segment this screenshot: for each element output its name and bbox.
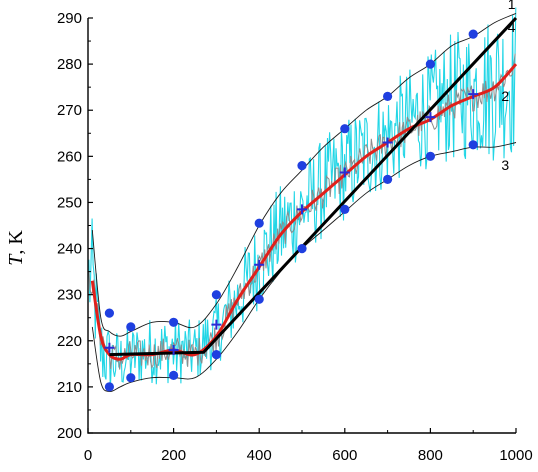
dot-marker (340, 204, 350, 214)
x-tick-label: 200 (161, 447, 186, 464)
dot-marker (211, 290, 221, 300)
axis-lines (87, 18, 516, 434)
dot-marker (104, 382, 114, 392)
dot-marker (425, 151, 435, 161)
plus-marker (425, 112, 436, 123)
marker-layer (104, 29, 479, 392)
y-tick-label: 230 (57, 287, 82, 304)
y-tick-label: 210 (57, 379, 82, 396)
x-tick-label: 400 (247, 447, 272, 464)
noise-band-layer (88, 7, 517, 391)
cyan-noise-band (88, 7, 517, 391)
y-tick-label: 280 (57, 56, 82, 73)
y-tick-label: 290 (57, 10, 82, 27)
plus-marker (104, 342, 115, 353)
y-tick-label: 260 (57, 148, 82, 165)
y-tick-label: 240 (57, 241, 82, 258)
dot-marker (383, 174, 393, 184)
curve-label-4: 4 (508, 19, 516, 35)
curve-label-3: 3 (501, 157, 509, 173)
dot-marker (254, 218, 264, 228)
y-tick-label: 220 (57, 333, 82, 350)
dot-marker (169, 370, 179, 380)
y-tick-label: 250 (57, 194, 82, 211)
plus-marker (297, 204, 307, 215)
dot-marker (340, 124, 350, 134)
dot-marker (254, 294, 264, 304)
dot-marker (104, 308, 114, 318)
y-axis-title-unit: , K (5, 230, 27, 255)
series-line-4 (109, 16, 518, 357)
dot-marker (169, 317, 179, 327)
plus-marker (382, 137, 393, 148)
x-tick-label: 1000 (499, 447, 532, 464)
x-tick-label: 800 (418, 447, 443, 464)
dot-marker (297, 244, 307, 254)
dot-marker (297, 161, 307, 171)
y-tick-label: 200 (57, 425, 82, 442)
series-line-1 (91, 12, 517, 337)
series-layer (90, 12, 518, 393)
y-axis-title-symbol: T (5, 253, 27, 266)
y-axis-title: T, K (5, 230, 27, 266)
dot-marker (211, 350, 221, 360)
plus-marker (254, 259, 265, 270)
dot-marker (425, 59, 435, 69)
series-line-2 (90, 63, 518, 361)
dot-marker (126, 373, 136, 383)
y-tick-label: 270 (57, 102, 82, 119)
plus-marker (468, 89, 479, 100)
plus-marker (339, 167, 350, 178)
dot-marker (383, 91, 393, 101)
x-tick-label: 600 (332, 447, 357, 464)
curve-label-2: 2 (501, 88, 509, 104)
curve-label-layer: 1 4 2 3 (501, 0, 515, 173)
curve-label-1: 1 (508, 0, 516, 12)
plus-marker (168, 345, 179, 355)
x-tick-label: 0 (84, 447, 92, 464)
dot-marker (468, 29, 478, 39)
dot-marker (126, 322, 136, 332)
plus-marker (211, 319, 222, 330)
dot-marker (468, 140, 478, 150)
